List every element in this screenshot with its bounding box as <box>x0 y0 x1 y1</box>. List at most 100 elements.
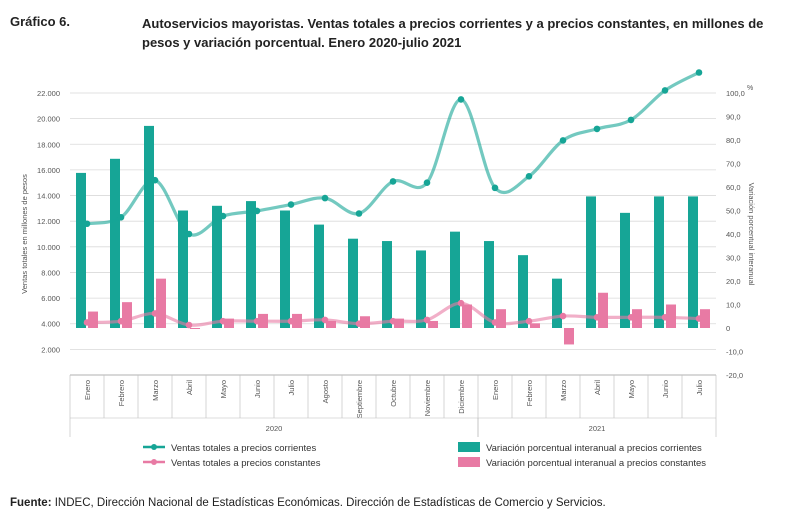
bar-corrientes <box>110 158 120 328</box>
point-constantes <box>83 319 91 326</box>
bar-constantes <box>122 302 132 328</box>
x-tick-label: Abril <box>593 380 602 395</box>
bar-constantes <box>190 328 200 329</box>
y2-tick-label: 80,0 <box>726 136 741 145</box>
y-tick-label: 20.000 <box>37 115 60 124</box>
point-corrientes <box>593 125 601 133</box>
bar-corrientes <box>688 196 698 328</box>
legend-label: Variación porcentual interanual a precio… <box>486 458 706 469</box>
point-constantes <box>627 314 635 321</box>
y-tick-label: 18.000 <box>37 140 60 149</box>
y-tick-label: 8.000 <box>41 268 60 277</box>
y-axis-title: Ventas totales en millones de pesos <box>20 174 29 294</box>
bar-constantes <box>462 304 472 328</box>
bar-constantes <box>428 320 438 328</box>
point-corrientes <box>83 220 91 228</box>
chart-area: 2.000 4.000 6.000 8.000 10.000 12.000 14.000 16… <box>20 69 756 469</box>
point-constantes <box>389 317 397 325</box>
point-corrientes <box>695 69 703 76</box>
bar-constantes <box>530 323 540 328</box>
bar-corrientes <box>484 241 494 328</box>
x-tick-label: Noviembre <box>423 380 432 416</box>
bar-corrientes <box>280 210 290 328</box>
y2-tick-label: 90,0 <box>726 113 741 122</box>
x-tick-label: Marzo <box>151 380 160 401</box>
bar-corrientes <box>552 278 562 328</box>
point-constantes <box>559 312 567 320</box>
y-tick-label: 4.000 <box>41 320 60 329</box>
bar-constantes <box>496 309 506 328</box>
point-corrientes <box>389 178 397 185</box>
source-text: INDEC, Dirección Nacional de Estadística… <box>51 497 606 509</box>
point-constantes <box>457 299 465 307</box>
bar-corrientes <box>212 205 222 328</box>
point-corrientes <box>287 201 295 208</box>
x-tick-label: Julio <box>287 380 296 395</box>
y2-tick-label: 100,0 <box>726 89 745 98</box>
point-corrientes <box>219 212 227 220</box>
x-tick-label: Agosto <box>321 380 330 403</box>
source-note: Fuente: INDEC, Dirección Nacional de Est… <box>10 497 606 509</box>
x-tick-label: Marzo <box>559 380 568 401</box>
bar-corrientes <box>314 224 324 328</box>
source-prefix: Fuente: <box>10 497 52 509</box>
x-tick-label: Febrero <box>117 380 126 406</box>
y2-tick-label: 20,0 <box>726 277 741 286</box>
chart-title: Autoservicios mayoristas. Ventas totales… <box>142 16 764 50</box>
y2-tick-label: 50,0 <box>726 207 741 216</box>
y2-tick-label: 60,0 <box>726 183 741 192</box>
bar-corrientes <box>144 125 154 329</box>
point-constantes <box>185 321 193 329</box>
legend-bar-symbol <box>458 442 480 452</box>
x-tick-label: Abril <box>185 380 194 395</box>
bar-corrientes <box>620 212 630 328</box>
y-tick-label: 22.000 <box>37 89 60 98</box>
point-corrientes <box>117 214 125 221</box>
x-tick-label: Junio <box>661 380 670 398</box>
point-corrientes <box>559 137 567 144</box>
year-label: 2021 <box>589 424 606 433</box>
point-constantes <box>423 316 431 324</box>
point-constantes <box>253 317 261 325</box>
bar-constantes <box>156 278 166 328</box>
legend-bar-symbol <box>458 457 480 467</box>
y-tick-label: 10.000 <box>37 243 60 252</box>
bar-constantes <box>564 328 574 345</box>
x-tick-label: Mayo <box>627 380 636 398</box>
x-tick-label: Febrero <box>525 380 534 406</box>
bar-corrientes <box>76 172 86 328</box>
y2-axis-title: Variación porcentual interanual <box>747 183 756 286</box>
point-corrientes <box>525 173 533 180</box>
point-constantes <box>355 320 363 328</box>
point-corrientes <box>321 194 329 202</box>
legend-label: Variación porcentual interanual a precio… <box>486 443 702 454</box>
legend-label: Ventas totales a precios constantes <box>171 458 321 469</box>
legend-label: Ventas totales a precios corrientes <box>171 443 316 454</box>
bar-corrientes <box>654 196 664 328</box>
point-corrientes <box>151 176 159 184</box>
point-constantes <box>661 314 669 321</box>
point-constantes <box>287 317 295 325</box>
point-corrientes <box>253 207 261 215</box>
y-tick-label: 6.000 <box>41 294 60 303</box>
bar-corrientes <box>382 241 392 328</box>
y2-tick-label: -10,0 <box>726 348 743 357</box>
x-tick-label: Enero <box>491 380 500 400</box>
point-constantes <box>695 315 703 322</box>
point-constantes <box>151 310 159 317</box>
x-tick-label: Diciembre <box>457 380 466 414</box>
x-tick-label: Mayo <box>219 380 228 398</box>
y-tick-label: 12.000 <box>37 217 60 226</box>
y-tick-label: 2.000 <box>41 345 60 354</box>
y2-tick-label: 40,0 <box>726 230 741 239</box>
point-constantes <box>593 314 601 321</box>
y2-tick-label: 0 <box>726 324 730 333</box>
x-tick-label: Septiembre <box>355 380 364 418</box>
point-corrientes <box>185 230 193 238</box>
bar-constantes <box>326 320 336 328</box>
x-tick-label: Junio <box>253 380 262 398</box>
point-constantes <box>219 317 227 325</box>
year-label: 2020 <box>266 424 283 433</box>
point-constantes <box>525 317 533 325</box>
x-tick-label: Octubre <box>389 380 398 407</box>
